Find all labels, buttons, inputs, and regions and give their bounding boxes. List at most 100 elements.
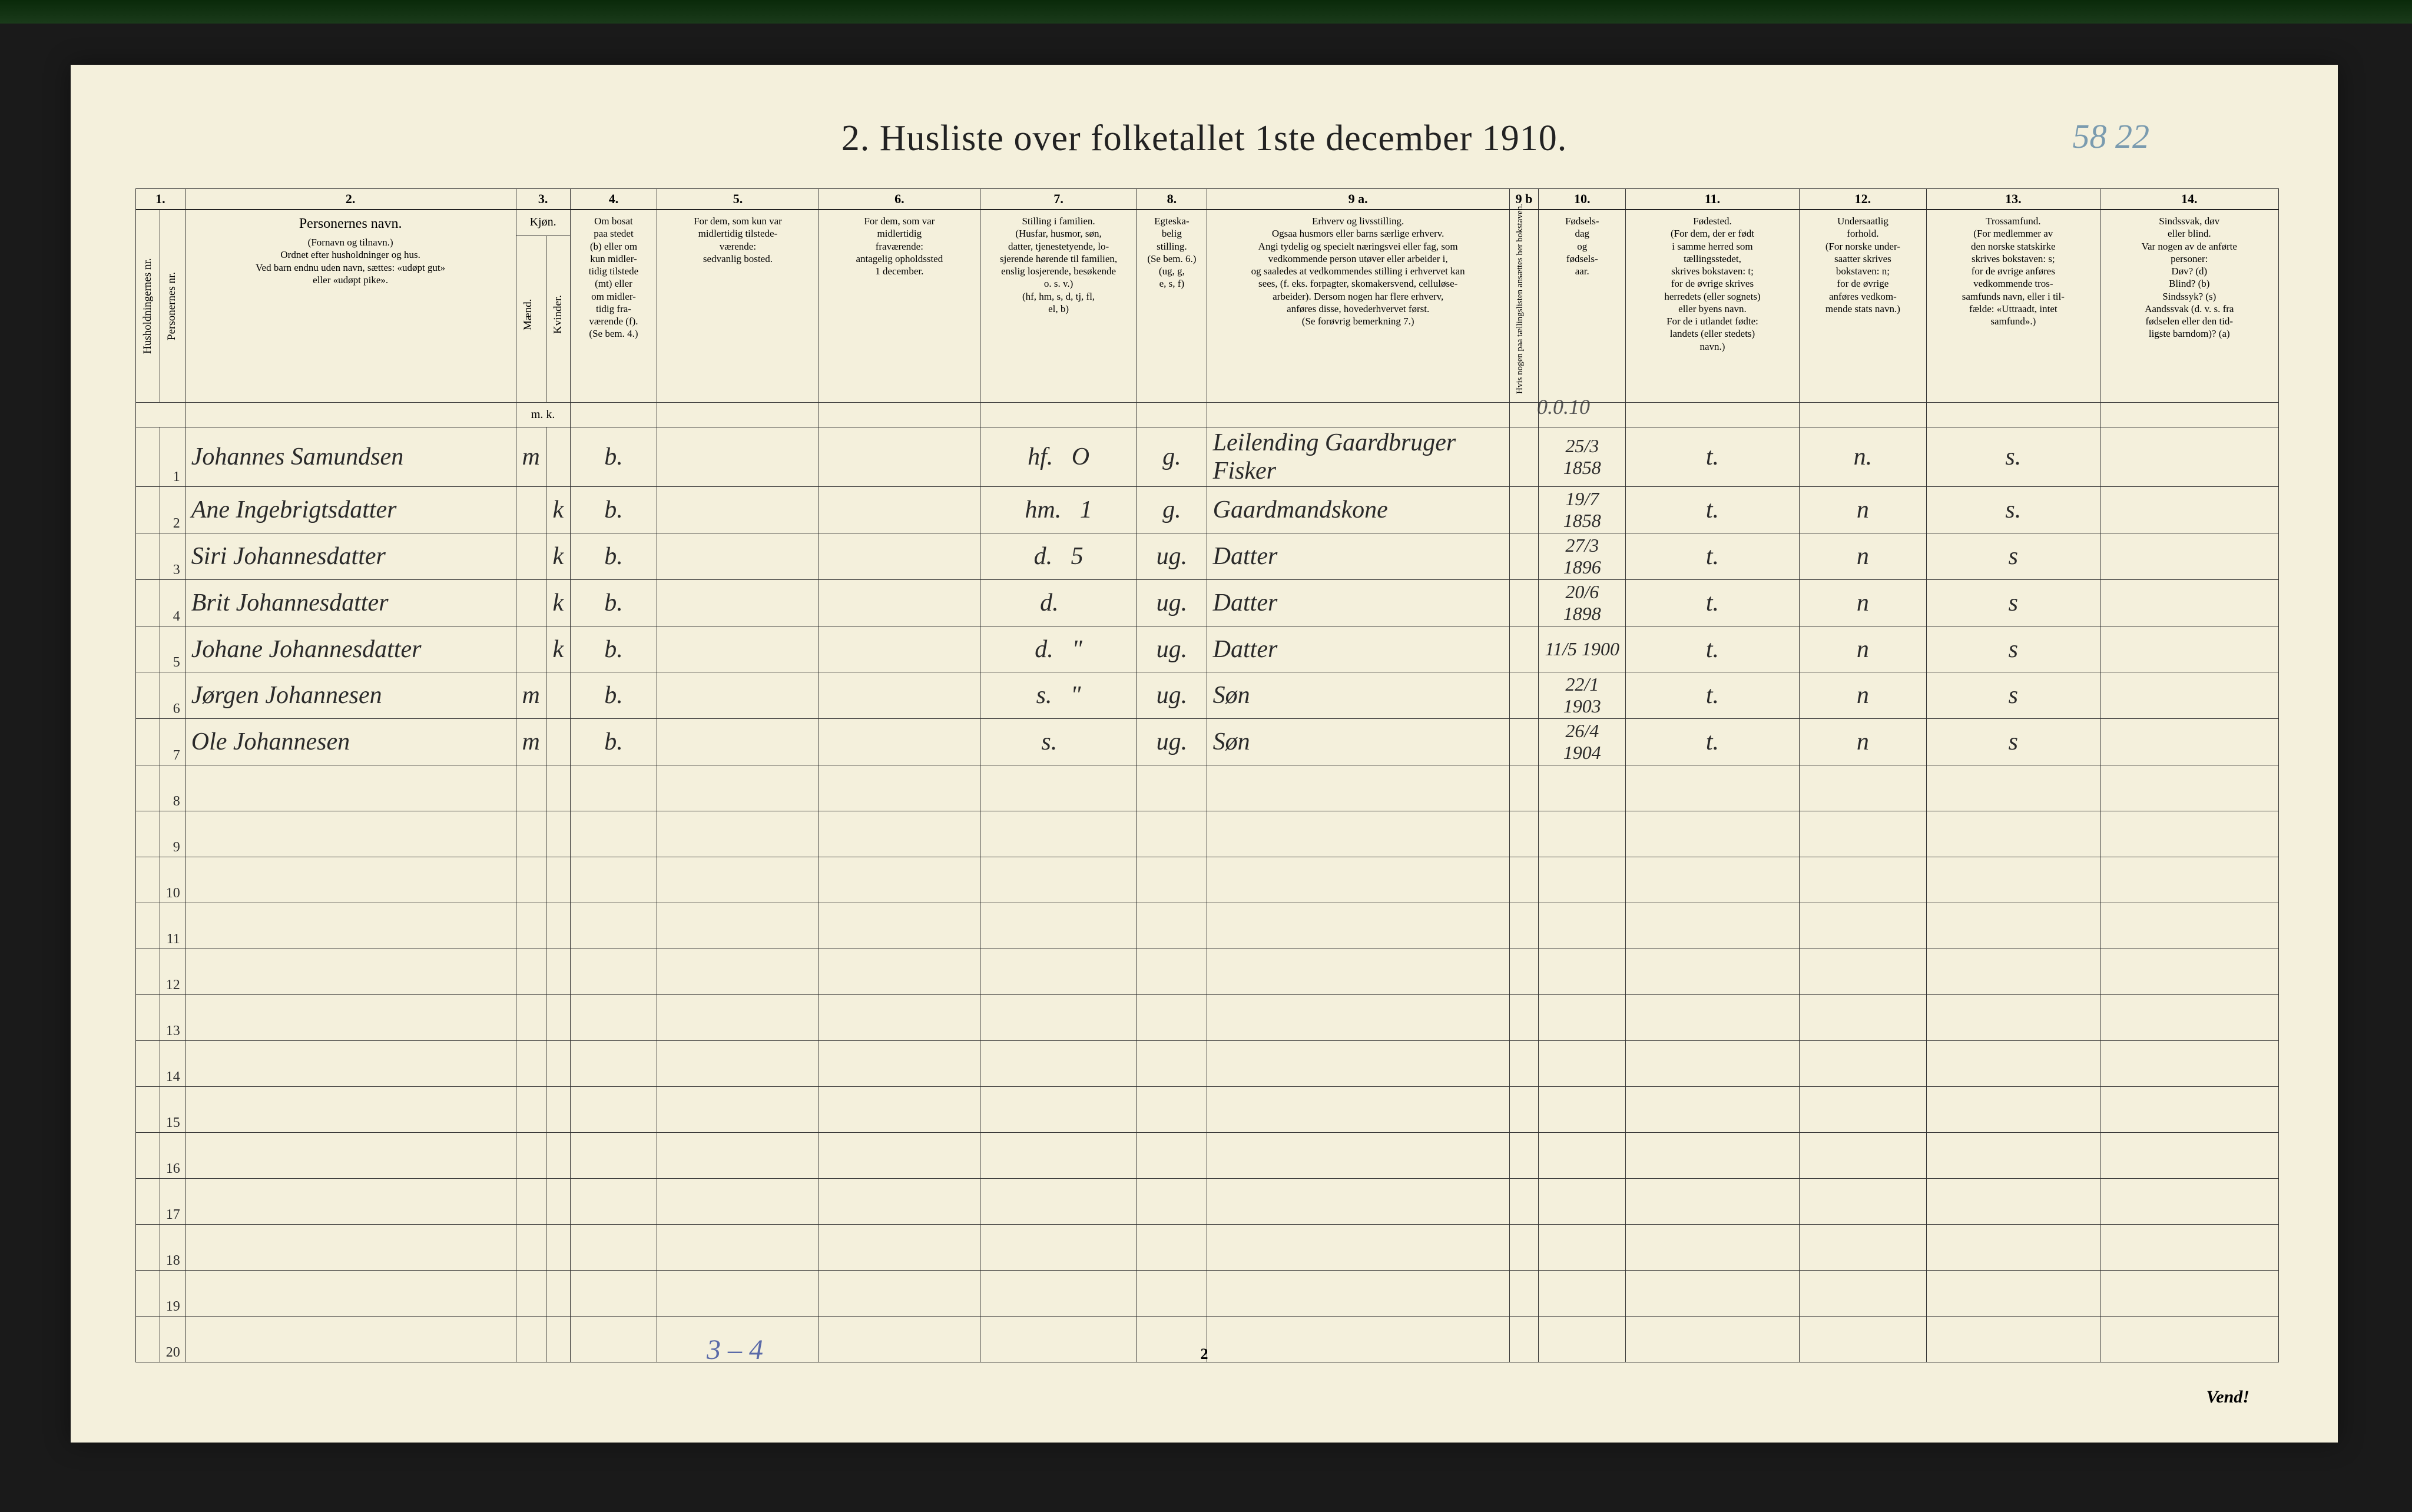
empty-cell xyxy=(2100,1271,2278,1317)
table-row-empty: 11 xyxy=(136,903,2279,949)
empty-cell xyxy=(516,1271,546,1317)
household-nr-cell xyxy=(136,626,160,672)
table-row-empty: 19 xyxy=(136,1271,2279,1317)
birthplace-cell: t. xyxy=(1626,487,1799,533)
household-nr-cell xyxy=(136,1087,160,1133)
temp-absent-cell xyxy=(819,672,980,719)
occupation-cell: Gaardmandskone xyxy=(1207,487,1509,533)
empty-cell xyxy=(657,1271,819,1317)
residence-cell: b. xyxy=(570,626,657,672)
occupation-cell: Datter xyxy=(1207,533,1509,580)
birthdate-cell: 22/1 1903 xyxy=(1539,672,1626,719)
empty-cell xyxy=(1137,857,1207,903)
empty-cell xyxy=(1509,811,1539,857)
empty-cell xyxy=(1626,857,1799,903)
household-nr-cell xyxy=(136,1271,160,1317)
header-maend: Mænd. xyxy=(520,241,536,388)
table-row-empty: 17 xyxy=(136,1179,2279,1225)
empty-cell xyxy=(1539,1133,1626,1179)
empty-cell xyxy=(516,1133,546,1179)
colnum-10: 10. xyxy=(1539,189,1626,210)
person-nr-cell: 2 xyxy=(160,487,185,533)
empty-cell xyxy=(516,765,546,811)
sex-k-cell xyxy=(546,672,570,719)
empty-cell xyxy=(1927,995,2100,1041)
col9b-cell xyxy=(1509,672,1539,719)
empty-cell xyxy=(1799,765,1926,811)
sex-k-cell xyxy=(546,719,570,765)
residence-cell: b. xyxy=(570,580,657,626)
colnum-3: 3. xyxy=(516,189,570,210)
header-mk-row: m. k. xyxy=(136,403,2279,427)
header-temp-present: For dem, som kun var midlertidig tilsted… xyxy=(657,210,819,403)
sex-m-cell xyxy=(516,580,546,626)
empty-cell xyxy=(185,765,516,811)
empty-cell xyxy=(185,1271,516,1317)
header-marital: Egteska- belig stilling. (Se bem. 6.) (u… xyxy=(1137,210,1207,403)
empty-cell xyxy=(1927,1179,2100,1225)
empty-cell xyxy=(2100,765,2278,811)
birthdate-cell: 19/7 1858 xyxy=(1539,487,1626,533)
empty-cell xyxy=(819,857,980,903)
header-row: Husholdningernes nr. Personernes nr. Per… xyxy=(136,210,2279,236)
empty-cell xyxy=(819,1041,980,1087)
temp-absent-cell xyxy=(819,533,980,580)
religion-cell: s xyxy=(1927,533,2100,580)
residence-cell: b. xyxy=(570,427,657,487)
sex-m-cell: m xyxy=(516,719,546,765)
empty-cell xyxy=(1509,1317,1539,1362)
empty-cell xyxy=(546,1179,570,1225)
header-name: Personernes navn. (Fornavn og tilnavn.) … xyxy=(185,210,516,403)
empty-cell xyxy=(516,949,546,995)
household-nr-cell xyxy=(136,995,160,1041)
empty-cell xyxy=(657,1225,819,1271)
empty-cell xyxy=(1799,811,1926,857)
empty-cell xyxy=(570,1041,657,1087)
person-nr-cell: 15 xyxy=(160,1087,185,1133)
empty-cell xyxy=(2100,1133,2278,1179)
empty-cell xyxy=(1626,811,1799,857)
empty-cell xyxy=(657,949,819,995)
empty-cell xyxy=(1927,857,2100,903)
empty-cell xyxy=(546,857,570,903)
empty-cell xyxy=(1626,1087,1799,1133)
empty-cell xyxy=(546,1225,570,1271)
empty-cell xyxy=(980,1317,1137,1362)
residence-cell: b. xyxy=(570,533,657,580)
empty-cell xyxy=(546,765,570,811)
empty-cell xyxy=(1137,1317,1207,1362)
header-kvinder: Kvinder. xyxy=(550,241,566,388)
empty-cell xyxy=(570,903,657,949)
household-nr-cell xyxy=(136,719,160,765)
empty-cell xyxy=(1207,903,1509,949)
empty-cell xyxy=(1137,1225,1207,1271)
colnum-2: 2. xyxy=(185,189,516,210)
header-birthplace: Fødested. (For dem, der er født i samme … xyxy=(1626,210,1799,403)
empty-cell xyxy=(1626,903,1799,949)
empty-cell xyxy=(1509,1041,1539,1087)
empty-cell xyxy=(657,903,819,949)
person-nr-cell: 13 xyxy=(160,995,185,1041)
empty-cell xyxy=(185,1317,516,1362)
sex-k-cell: k xyxy=(546,580,570,626)
empty-cell xyxy=(516,857,546,903)
empty-cell xyxy=(1626,949,1799,995)
person-nr-cell: 14 xyxy=(160,1041,185,1087)
empty-cell xyxy=(1626,1179,1799,1225)
empty-cell xyxy=(1626,765,1799,811)
name-cell: Johannes Samundsen xyxy=(185,427,516,487)
empty-cell xyxy=(980,1087,1137,1133)
empty-cell xyxy=(1207,1179,1509,1225)
sex-m-cell xyxy=(516,626,546,672)
sex-k-cell xyxy=(546,427,570,487)
person-nr-cell: 8 xyxy=(160,765,185,811)
family-pos-cell: hf. O xyxy=(980,427,1137,487)
empty-cell xyxy=(1207,765,1509,811)
person-nr-cell: 1 xyxy=(160,427,185,487)
empty-cell xyxy=(1137,765,1207,811)
col9b-cell xyxy=(1509,626,1539,672)
empty-cell xyxy=(546,1087,570,1133)
empty-cell xyxy=(1927,1271,2100,1317)
empty-cell xyxy=(1799,949,1926,995)
column-number-row: 1. 2. 3. 4. 5. 6. 7. 8. 9 a. 9 b 10. 11.… xyxy=(136,189,2279,210)
